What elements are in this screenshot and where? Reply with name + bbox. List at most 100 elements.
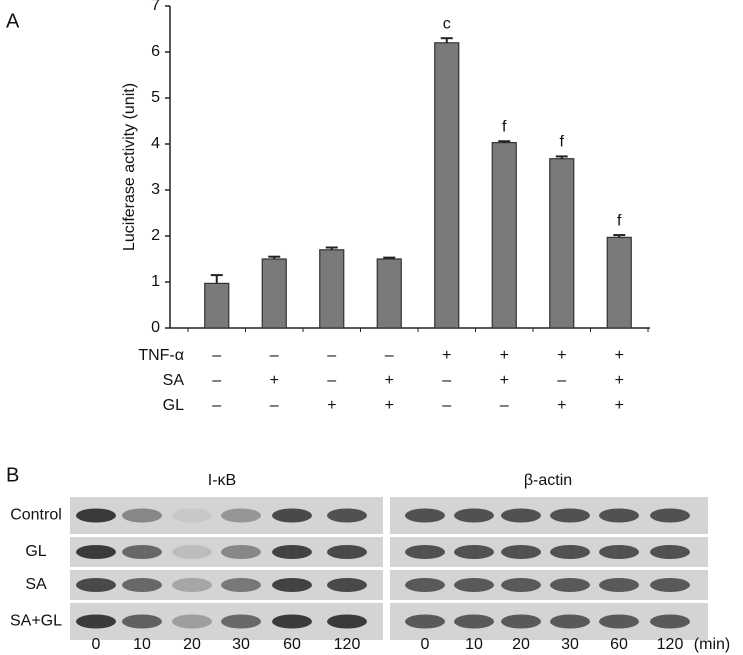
- y-tick-label: 0: [151, 319, 160, 336]
- blot-band: [221, 508, 261, 523]
- error-bar: [613, 234, 626, 238]
- blot-band: [221, 614, 261, 629]
- annotation: c: [443, 15, 451, 32]
- time-label: 0: [92, 636, 101, 653]
- treatment-sign: –: [557, 372, 566, 389]
- blot-band: [454, 508, 494, 523]
- treatment-sign: –: [270, 397, 279, 414]
- blot-band: [272, 508, 312, 523]
- bar: [491, 142, 517, 329]
- treatment-sign: –: [212, 347, 221, 364]
- bar: [376, 258, 402, 329]
- time-unit: (min): [694, 636, 730, 653]
- error-bar: [383, 256, 396, 259]
- blot-band: [76, 614, 116, 629]
- blot-header: β-actin: [524, 472, 572, 489]
- treatment-sign: –: [500, 397, 509, 414]
- time-label: 0: [421, 636, 430, 653]
- blot-band: [221, 545, 261, 559]
- treatment-sign: +: [500, 347, 509, 364]
- time-label: 60: [283, 636, 301, 653]
- blot-band: [599, 578, 639, 592]
- treatment-sign: –: [442, 372, 451, 389]
- y-tick-label: 6: [151, 43, 160, 60]
- blot-row-label: SA: [25, 576, 47, 593]
- treatment-sign: +: [615, 347, 624, 364]
- blot-band: [599, 545, 639, 559]
- blot-band: [550, 578, 590, 592]
- blot-band: [122, 578, 162, 592]
- blot-band: [454, 614, 494, 629]
- blot-row-label: Control: [10, 507, 62, 524]
- blot-band: [405, 508, 445, 523]
- treatment-label: SA: [163, 372, 185, 389]
- blot-band: [122, 614, 162, 629]
- annotation: f: [617, 212, 622, 229]
- blot-band: [454, 545, 494, 559]
- blot-header: I-κB: [208, 472, 236, 489]
- blot-band: [650, 508, 690, 523]
- y-tick-label: 3: [151, 181, 160, 198]
- annotation: f: [502, 118, 507, 135]
- bar: [434, 42, 460, 329]
- blot-band: [501, 508, 541, 523]
- treatment-sign: +: [385, 397, 394, 414]
- blot-band: [272, 545, 312, 559]
- blot-band: [327, 545, 367, 559]
- bar: [319, 249, 345, 329]
- treatment-sign: +: [327, 397, 336, 414]
- treatment-sign: +: [270, 372, 279, 389]
- blot-band: [550, 545, 590, 559]
- blot-band: [501, 614, 541, 629]
- treatment-sign: –: [212, 372, 221, 389]
- time-label: 10: [133, 636, 151, 653]
- time-label: 10: [465, 636, 483, 653]
- treatment-sign: +: [615, 397, 624, 414]
- blot-band: [501, 578, 541, 592]
- blot-band: [550, 614, 590, 629]
- time-label: 30: [232, 636, 250, 653]
- blot-band: [221, 578, 261, 592]
- treatment-sign: –: [385, 347, 394, 364]
- treatment-sign: +: [557, 397, 566, 414]
- treatment-sign: +: [557, 347, 566, 364]
- blot-band: [327, 508, 367, 523]
- bar: [606, 236, 632, 329]
- blot-band: [122, 508, 162, 523]
- annotation: f: [560, 134, 565, 151]
- blot-band: [599, 508, 639, 523]
- blot-band: [405, 545, 445, 559]
- blot-band: [327, 578, 367, 592]
- treatment-sign: +: [500, 372, 509, 389]
- blot-band: [272, 578, 312, 592]
- blot-band: [172, 508, 212, 523]
- blot-band: [327, 614, 367, 629]
- blot-band: [454, 578, 494, 592]
- error-bar: [210, 274, 223, 284]
- time-label: 120: [334, 636, 361, 653]
- blot-band: [172, 545, 212, 559]
- treatment-sign: –: [327, 347, 336, 364]
- treatment-sign: –: [442, 397, 451, 414]
- blot-row-label: GL: [25, 543, 46, 560]
- blot-band: [501, 545, 541, 559]
- treatment-sign: +: [385, 372, 394, 389]
- blot-band: [172, 614, 212, 629]
- blot-band: [650, 578, 690, 592]
- blot-band: [650, 545, 690, 559]
- panel-label: A: [6, 10, 20, 32]
- blot-band: [76, 578, 116, 592]
- blot-band: [76, 545, 116, 559]
- y-tick-label: 2: [151, 227, 160, 244]
- treatment-sign: –: [212, 397, 221, 414]
- time-label: 20: [183, 636, 201, 653]
- bar: [204, 282, 230, 329]
- blot-band: [122, 545, 162, 559]
- treatment-sign: –: [327, 372, 336, 389]
- time-label: 20: [512, 636, 530, 653]
- error-bar: [268, 255, 281, 259]
- blot-row-label: SA+GL: [10, 613, 62, 630]
- y-tick-label: 5: [151, 89, 160, 106]
- y-tick-label: 1: [151, 273, 160, 290]
- treatment-sign: –: [270, 347, 279, 364]
